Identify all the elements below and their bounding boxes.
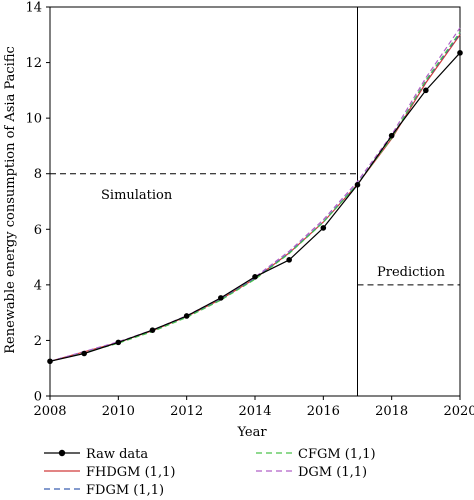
y-tick-label-10: 10 bbox=[25, 112, 42, 127]
data-point-raw-data-2011 bbox=[149, 327, 156, 333]
legend-label-dgm: DGM (1,1) bbox=[298, 465, 367, 480]
x-tick-label-2012: 2012 bbox=[170, 404, 203, 419]
data-point-raw-data-2014 bbox=[252, 273, 258, 280]
y-tick-label-8: 8 bbox=[34, 167, 42, 182]
y-tick-label-4: 4 bbox=[34, 278, 42, 293]
x-tick-label-2008: 2008 bbox=[33, 404, 66, 419]
x-axis-title: Year bbox=[236, 425, 267, 440]
y-tick-label-12: 12 bbox=[25, 56, 42, 71]
x-tick-label-2010: 2010 bbox=[102, 404, 135, 419]
y-tick-label-14: 14 bbox=[25, 1, 42, 16]
data-point-raw-data-2016 bbox=[320, 225, 327, 231]
legend: Raw data FHDGM (1,1) FDGM (1,1) CFGM (1,… bbox=[44, 447, 376, 498]
y-axis-title: Renewable energy consumption of Asia Pac… bbox=[3, 46, 18, 354]
data-point-raw-data-2012 bbox=[183, 313, 190, 319]
data-point-raw-data-2017 bbox=[354, 182, 361, 188]
legend-item-raw-data: Raw data bbox=[44, 447, 148, 462]
y-tick-label-0: 0 bbox=[34, 390, 42, 405]
legend-label-cfgm: CFGM (1,1) bbox=[298, 447, 376, 462]
legend-item-cfgm: CFGM (1,1) bbox=[256, 447, 376, 462]
legend-marker-raw-data bbox=[58, 449, 66, 457]
legend-item-fdgm: FDGM (1,1) bbox=[44, 483, 164, 498]
data-point-raw-data-2019 bbox=[423, 87, 429, 94]
series-line-raw-data bbox=[49, 52, 461, 362]
simulation-label: Simulation bbox=[101, 188, 173, 203]
x-tick-label-2016: 2016 bbox=[307, 404, 340, 419]
data-point-raw-data-2008 bbox=[47, 358, 53, 365]
legend-label-fdgm: FDGM (1,1) bbox=[86, 483, 164, 498]
data-point-raw-data-2020 bbox=[457, 50, 463, 56]
y-tick-label-6: 6 bbox=[34, 223, 42, 238]
legend-label-raw-data: Raw data bbox=[86, 447, 148, 462]
data-point-raw-data-2010 bbox=[115, 339, 122, 346]
prediction-label: Prediction bbox=[377, 265, 446, 280]
y-tick-label-2: 2 bbox=[34, 334, 42, 349]
data-point-raw-data-2013 bbox=[218, 295, 224, 301]
data-point-raw-data-2015 bbox=[286, 257, 292, 263]
data-point-raw-data-2009 bbox=[81, 350, 87, 357]
legend-item-fhdgm: FHDGM (1,1) bbox=[44, 465, 175, 480]
x-tick-label-2014: 2014 bbox=[238, 404, 271, 419]
x-tick-label-2020: 2020 bbox=[443, 404, 474, 419]
plot-area: 0 2 4 6 8 10 12 14 2008 2010 2012 2014 2016 2018 2020 bbox=[25, 1, 474, 420]
data-point-raw-data-2018 bbox=[388, 132, 395, 139]
legend-label-fhdgm: FHDGM (1,1) bbox=[86, 465, 175, 480]
legend-item-dgm: DGM (1,1) bbox=[256, 465, 367, 480]
x-tick-label-2018: 2018 bbox=[375, 404, 408, 419]
